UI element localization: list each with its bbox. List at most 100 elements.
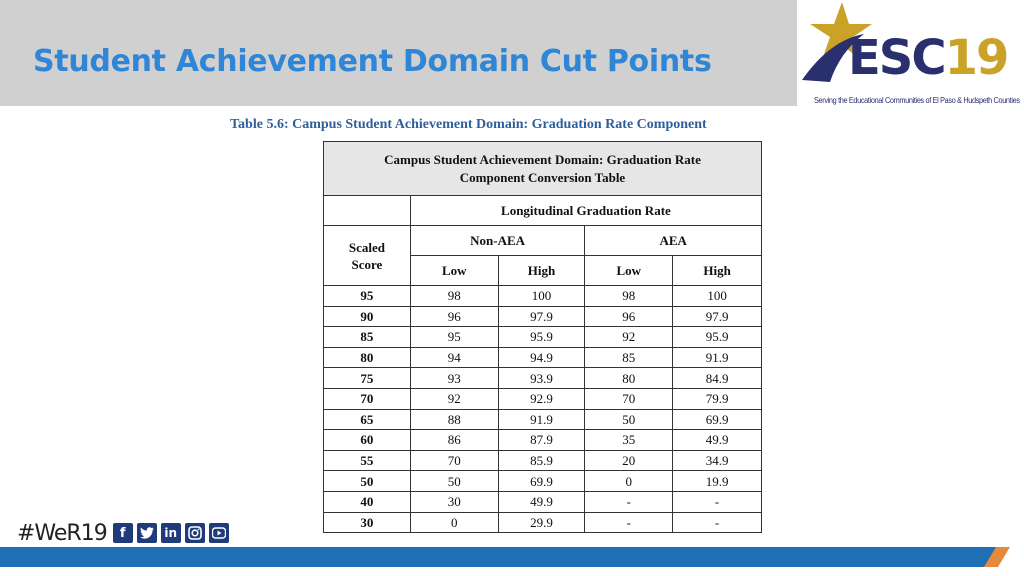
scaled-score-cell: 80 <box>323 346 411 369</box>
subgroup-header-row: Scaled Score Non-AEA AEA <box>323 225 762 286</box>
rate-cell: 92.9 <box>497 387 586 410</box>
esc19-logo: ESC19 Serving the Educational Communitie… <box>800 0 1024 110</box>
rate-cell: 87.9 <box>497 429 586 451</box>
scaled-score-cell: 90 <box>323 305 411 328</box>
rate-cell: 50 <box>584 408 674 431</box>
twitter-icon[interactable] <box>136 523 157 543</box>
rate-cell: 84.9 <box>672 367 762 389</box>
linkedin-icon[interactable]: in <box>160 523 181 543</box>
blank-header-cell <box>323 195 411 226</box>
rate-cell: 70 <box>584 387 674 410</box>
rate-cell: 34.9 <box>672 449 762 472</box>
scaled-score-cell: 75 <box>323 367 411 389</box>
rate-cell: 19.9 <box>672 470 762 492</box>
table-row: 50 50 69.9 0 19.9 <box>323 470 762 492</box>
table-row: 65 88 91.9 50 69.9 <box>323 408 762 431</box>
scaled-score-cell: 40 <box>323 490 411 513</box>
scaled-score-cell: 55 <box>323 449 411 472</box>
rate-cell: 91.9 <box>497 408 586 431</box>
social-bar: #WeR19 f in <box>17 520 233 546</box>
table-caption: Table 5.6: Campus Student Achievement Do… <box>230 117 707 132</box>
table-body: 95 98 100 98 100 90 96 97.9 96 97.9 85 95 95.9 92 95.9… <box>323 285 762 534</box>
rate-cell: 85 <box>584 346 674 369</box>
scaled-score-cell: 60 <box>323 429 411 451</box>
rate-cell: 97.9 <box>672 305 762 328</box>
rate-cell: - <box>672 490 762 513</box>
rate-cell: 95.9 <box>672 326 762 348</box>
rate-cell: 88 <box>409 408 499 431</box>
rate-cell: 92 <box>584 326 674 348</box>
aea-header: AEA <box>584 225 762 256</box>
rate-cell: - <box>584 511 674 534</box>
rate-cell: 94.9 <box>497 346 586 369</box>
rate-cell: 96 <box>584 305 674 328</box>
rate-cell: 69.9 <box>672 408 762 431</box>
instagram-icon[interactable] <box>184 523 205 543</box>
table-row: 30 0 29.9- - <box>323 511 762 534</box>
scaled-score-header: Scaled Score <box>323 225 411 286</box>
col-low-header: Low <box>409 255 499 286</box>
rate-cell: 100 <box>672 285 762 307</box>
table-row: 95 98 100 98 100 <box>323 285 762 307</box>
conversion-table: Campus Student Achievement Domain: Gradu… <box>323 141 763 534</box>
col-low-header: Low <box>584 255 674 286</box>
youtube-icon[interactable] <box>208 523 229 543</box>
rate-cell: - <box>672 511 762 534</box>
bottom-decor-bar <box>0 547 1010 567</box>
rate-cell: 35 <box>584 429 674 451</box>
rate-cell: 95.9 <box>497 326 586 348</box>
rate-cell: 69.9 <box>497 470 586 492</box>
rate-cell: 0 <box>584 470 674 492</box>
rate-cell: 98 <box>409 285 499 307</box>
rate-cell: 86 <box>409 429 499 451</box>
slide-title: Student Achievement Domain Cut Points <box>33 44 712 79</box>
table-row: 55 70 85.9 20 34.9 <box>323 449 762 472</box>
group-header-row: Longitudinal Graduation Rate <box>323 195 763 226</box>
rate-cell: 96 <box>409 305 499 328</box>
rate-cell: 93 <box>409 367 499 389</box>
star-icon <box>802 2 872 82</box>
scaled-score-cell: 65 <box>323 408 411 431</box>
rate-cell: 100 <box>497 285 586 307</box>
table-row: 90 96 97.9 96 97.9 <box>323 305 762 328</box>
low-high-header-row: Low High Low High <box>324 255 762 286</box>
table-title: Campus Student Achievement Domain: Gradu… <box>323 141 762 196</box>
rate-cell: 29.9 <box>497 511 586 534</box>
col-high-header: High <box>672 255 762 286</box>
logo-tagline: Serving the Educational Communities of E… <box>814 95 1020 105</box>
rate-cell: 20 <box>584 449 674 472</box>
rate-cell: 95 <box>409 326 499 348</box>
rate-cell: 30 <box>409 490 499 513</box>
rate-cell: 80 <box>584 367 674 389</box>
table-row: 85 95 95.9 92 95.9 <box>323 326 762 348</box>
scaled-score-cell: 95 <box>323 285 411 307</box>
rate-cell: 79.9 <box>672 387 762 410</box>
rate-cell: 94 <box>409 346 499 369</box>
rate-cell: - <box>584 490 674 513</box>
scaled-score-cell: 70 <box>323 387 411 410</box>
scaled-score-cell: 30 <box>323 511 411 534</box>
rate-cell: 50 <box>409 470 499 492</box>
rate-cell: 49.9 <box>672 429 762 451</box>
non-aea-header: Non-AEA <box>409 225 586 256</box>
col-high-header: High <box>497 255 586 286</box>
facebook-icon[interactable]: f <box>112 523 133 543</box>
group-header: Longitudinal Graduation Rate <box>409 195 763 226</box>
table-row: 70 92 92.9 70 79.9 <box>323 387 762 410</box>
rate-cell: 49.9 <box>497 490 586 513</box>
rate-cell: 70 <box>409 449 499 472</box>
rate-cell: 0 <box>409 511 499 534</box>
rate-cell: 97.9 <box>497 305 586 328</box>
table-row: 60 86 87.9 35 49.9 <box>323 429 762 451</box>
rate-cell: 98 <box>584 285 674 307</box>
table-row: 40 30 49.9- - <box>323 490 762 513</box>
table-row: 75 93 93.9 80 84.9 <box>323 367 762 389</box>
rate-cell: 85.9 <box>497 449 586 472</box>
table-row: 80 94 94.9 85 91.9 <box>323 346 762 369</box>
title-band <box>0 0 797 106</box>
hashtag: #WeR19 <box>17 520 108 546</box>
rate-cell: 92 <box>409 387 499 410</box>
rate-cell: 91.9 <box>672 346 762 369</box>
table-title-row: Campus Student Achievement Domain: Gradu… <box>323 141 762 196</box>
logo-wordmark: ESC19 <box>848 30 1009 86</box>
